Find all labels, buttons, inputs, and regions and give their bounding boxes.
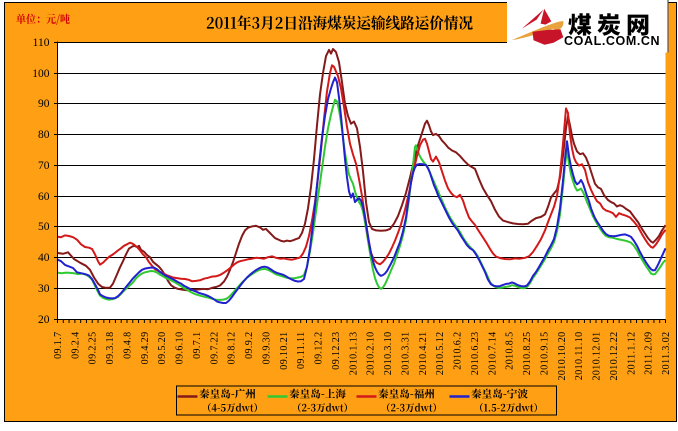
svg-text:2010.10.20: 2010.10.20 [557, 332, 568, 381]
svg-text:2010.11.10: 2010.11.10 [574, 332, 585, 381]
svg-text:09.9.30: 09.9.30 [262, 332, 273, 365]
svg-text:2010.6.23: 2010.6.23 [470, 332, 481, 376]
svg-text:2010.7.14: 2010.7.14 [487, 332, 498, 376]
svg-text:2011.1.12: 2011.1.12 [626, 332, 637, 375]
svg-text:90: 90 [38, 98, 50, 110]
svg-text:09.8.12: 09.8.12 [227, 332, 238, 365]
svg-text:2011.3.02: 2011.3.02 [661, 332, 672, 375]
svg-text:2010.8.25: 2010.8.25 [522, 332, 533, 376]
svg-text:2010.6.2: 2010.6.2 [453, 332, 464, 370]
svg-text:100: 100 [32, 68, 50, 80]
svg-text:09.4.8: 09.4.8 [123, 332, 134, 359]
svg-text:2010.4.21: 2010.4.21 [418, 332, 429, 376]
svg-text:2010.1.13: 2010.1.13 [348, 332, 359, 376]
svg-text:80: 80 [38, 129, 50, 141]
svg-text:09.6.10: 09.6.10 [175, 332, 186, 365]
svg-text:2010.12.22: 2010.12.22 [609, 332, 620, 381]
svg-text:09.2.25: 09.2.25 [88, 332, 99, 365]
svg-text:09.12.2: 09.12.2 [314, 332, 325, 365]
svg-text:2010.2.10: 2010.2.10 [366, 332, 377, 376]
svg-text:09.10.21: 09.10.21 [279, 332, 290, 370]
svg-text:30: 30 [38, 283, 50, 295]
svg-text:2010.3.31: 2010.3.31 [400, 332, 411, 376]
svg-text:09.12.23: 09.12.23 [331, 332, 342, 370]
svg-text:2011.2.09: 2011.2.09 [644, 332, 655, 375]
svg-text:09.4.29: 09.4.29 [140, 332, 151, 365]
svg-text:60: 60 [38, 191, 50, 203]
svg-text:09.1.7: 09.1.7 [53, 332, 64, 359]
svg-text:09.7.22: 09.7.22 [209, 332, 220, 365]
svg-text:2010.8.5: 2010.8.5 [505, 332, 516, 370]
svg-text:09.5.20: 09.5.20 [157, 332, 168, 365]
svg-text:40: 40 [38, 252, 50, 264]
svg-text:110: 110 [33, 37, 50, 49]
svg-text:2010.5.12: 2010.5.12 [435, 332, 446, 376]
svg-text:09.9.2: 09.9.2 [244, 332, 255, 359]
svg-text:09.2.4: 09.2.4 [70, 332, 81, 359]
svg-text:COAL.COM.CN: COAL.COM.CN [564, 34, 660, 48]
svg-text:70: 70 [38, 160, 50, 172]
svg-text:2010.9.15: 2010.9.15 [539, 332, 550, 376]
svg-text:09.3.18: 09.3.18 [105, 332, 116, 365]
svg-text:09.7.1: 09.7.1 [192, 332, 203, 359]
svg-text:50: 50 [38, 221, 50, 233]
svg-text:09.11.11: 09.11.11 [296, 332, 307, 369]
svg-text:2010.12.01: 2010.12.01 [592, 332, 603, 381]
svg-text:2010.3.10: 2010.3.10 [383, 332, 394, 376]
svg-text:20: 20 [38, 314, 50, 326]
